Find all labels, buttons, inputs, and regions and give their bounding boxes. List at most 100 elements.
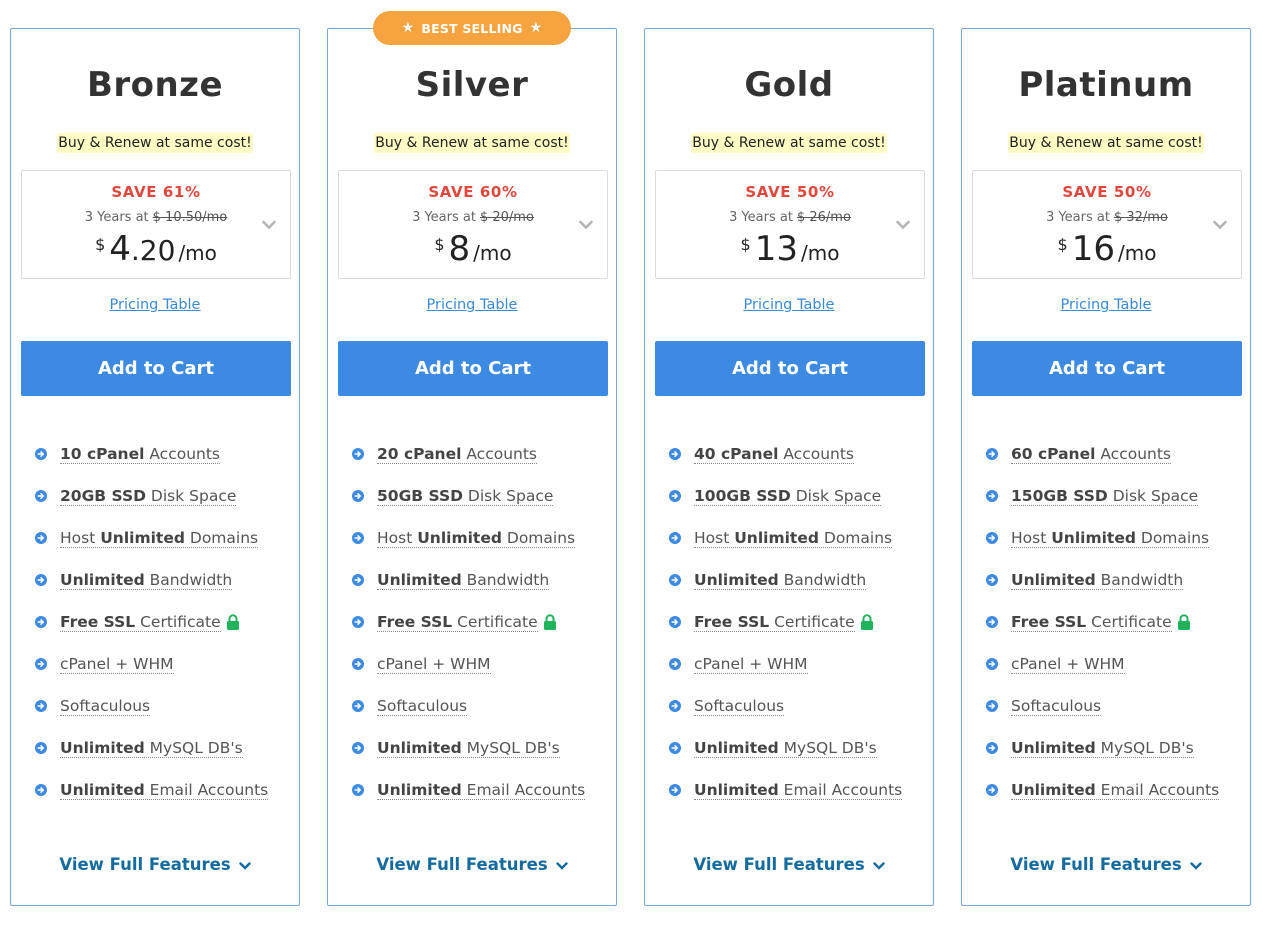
feature-text[interactable]: Unlimited Email Accounts <box>694 781 903 800</box>
feature-text[interactable]: 10 cPanel Accounts <box>60 444 221 464</box>
view-full-features-link[interactable]: View Full Features <box>962 855 1250 874</box>
add-to-cart-button[interactable]: Add to Cart <box>655 341 925 396</box>
feature-text[interactable]: 20 cPanel Accounts <box>377 445 538 464</box>
feature-text[interactable]: Unlimited Bandwidth <box>60 570 233 590</box>
feature-post: Bandwidth <box>144 570 233 589</box>
old-price: $ 20/mo <box>479 210 534 225</box>
feature-text[interactable]: Unlimited MySQL DB's <box>60 739 243 758</box>
feature-text[interactable]: Host Unlimited Domains <box>377 529 576 548</box>
chevron-down-icon[interactable] <box>579 215 599 231</box>
feature-text[interactable]: Unlimited Email Accounts <box>60 781 269 800</box>
feature-list: 60 cPanel Accounts 150GB SSD Disk Space Ho… <box>962 433 1250 811</box>
feature-text[interactable]: Free SSL Certificate <box>60 613 221 632</box>
feature-post: Disk Space <box>146 486 237 505</box>
feature-text[interactable]: Softaculous <box>60 697 151 716</box>
arrow-right-circle-icon <box>669 532 681 544</box>
feature-text[interactable]: Unlimited Email Accounts <box>377 781 586 800</box>
feature-text[interactable]: Unlimited Bandwidth <box>377 570 550 590</box>
term-label: 3 Years at <box>412 210 476 225</box>
view-full-label: View Full Features <box>1010 855 1182 874</box>
view-full-features-link[interactable]: View Full Features <box>328 855 616 874</box>
feature-text[interactable]: Softaculous <box>694 697 785 716</box>
arrow-right-circle-icon <box>352 490 364 502</box>
currency-symbol: $ <box>434 235 445 254</box>
feature-pre: cPanel + WHM <box>1011 654 1125 673</box>
feature-pre: cPanel + WHM <box>60 654 174 673</box>
feature-item: Softaculous <box>328 685 616 727</box>
chevron-down-icon <box>1189 855 1202 874</box>
feature-text[interactable]: Unlimited MySQL DB's <box>377 739 560 758</box>
feature-bold: Unlimited <box>1011 738 1096 757</box>
pricing-table-link[interactable]: Pricing Table <box>1060 297 1152 313</box>
feature-bold: 20GB SSD <box>60 486 146 505</box>
feature-text[interactable]: 100GB SSD Disk Space <box>694 487 882 506</box>
feature-bold: 10 cPanel <box>60 444 145 463</box>
price-cents: .20 <box>130 234 176 267</box>
chevron-down-icon[interactable] <box>896 215 916 231</box>
feature-bold: Unlimited <box>1011 780 1096 799</box>
feature-item: 150GB SSD Disk Space <box>962 475 1250 517</box>
feature-bold: Free SSL <box>1011 612 1087 631</box>
price-box[interactable]: SAVE 50% 3 Years at $ 26/mo $13/mo <box>655 170 925 279</box>
add-to-cart-button[interactable]: Add to Cart <box>21 341 291 396</box>
feature-item: Free SSL Certificate <box>328 601 616 643</box>
feature-text[interactable]: Unlimited MySQL DB's <box>694 739 877 758</box>
feature-text[interactable]: Host Unlimited Domains <box>1011 529 1210 548</box>
feature-bold: Unlimited <box>60 738 145 757</box>
price-box[interactable]: SAVE 50% 3 Years at $ 32/mo $16/mo <box>972 170 1242 279</box>
add-to-cart-button[interactable]: Add to Cart <box>972 341 1242 396</box>
feature-bold: 50GB SSD <box>377 486 463 505</box>
price-box[interactable]: SAVE 61% 3 Years at $ 10.50/mo $4.20/mo <box>21 170 291 279</box>
feature-text[interactable]: 40 cPanel Accounts <box>694 444 855 464</box>
currency-symbol: $ <box>95 235 106 254</box>
feature-text[interactable]: 20GB SSD Disk Space <box>60 486 237 506</box>
add-to-cart-button[interactable]: Add to Cart <box>338 341 608 396</box>
chevron-down-icon[interactable] <box>262 215 282 231</box>
term-label: 3 Years at <box>729 210 793 225</box>
arrow-right-circle-icon <box>35 784 47 796</box>
feature-item: Softaculous <box>962 685 1250 727</box>
feature-text[interactable]: 60 cPanel Accounts <box>1011 445 1172 464</box>
feature-text[interactable]: cPanel + WHM <box>377 655 491 674</box>
feature-post: MySQL DB's <box>778 738 877 757</box>
feature-text[interactable]: 50GB SSD Disk Space <box>377 486 554 506</box>
feature-pre: Softaculous <box>377 696 468 715</box>
feature-text[interactable]: Host Unlimited Domains <box>60 529 259 548</box>
feature-text[interactable]: Unlimited Bandwidth <box>694 571 867 590</box>
save-percent: SAVE 50% <box>745 183 835 201</box>
feature-bold: Unlimited <box>377 570 462 589</box>
arrow-right-circle-icon <box>352 616 364 628</box>
current-price: $8/mo <box>339 229 607 269</box>
feature-text[interactable]: Unlimited MySQL DB's <box>1011 739 1194 758</box>
feature-item: Free SSL Certificate <box>962 601 1250 643</box>
pricing-table-link[interactable]: Pricing Table <box>109 297 201 313</box>
plan-tagline: Buy & Renew at same cost! <box>645 132 933 153</box>
feature-item: Free SSL Certificate <box>11 601 299 643</box>
feature-post: Bandwidth <box>1095 570 1184 589</box>
feature-text[interactable]: Free SSL Certificate <box>694 613 855 632</box>
feature-text[interactable]: Free SSL Certificate <box>1011 613 1172 632</box>
arrow-right-circle-icon <box>35 490 47 502</box>
feature-text[interactable]: Unlimited Bandwidth <box>1011 570 1184 590</box>
feature-post: Accounts <box>778 444 855 463</box>
feature-text[interactable]: Softaculous <box>377 696 468 716</box>
feature-text[interactable]: Softaculous <box>1011 697 1102 716</box>
pricing-table-link[interactable]: Pricing Table <box>426 297 518 313</box>
feature-text[interactable]: Unlimited Email Accounts <box>1011 780 1220 800</box>
feature-text[interactable]: 150GB SSD Disk Space <box>1011 487 1199 506</box>
feature-text[interactable]: cPanel + WHM <box>1011 655 1125 674</box>
pricing-table-link[interactable]: Pricing Table <box>743 297 835 313</box>
feature-text[interactable]: cPanel + WHM <box>60 655 174 674</box>
star-icon: ★ <box>401 20 415 36</box>
chevron-down-icon[interactable] <box>1213 215 1233 231</box>
feature-text[interactable]: cPanel + WHM <box>694 655 808 674</box>
view-full-features-link[interactable]: View Full Features <box>11 855 299 874</box>
feature-text[interactable]: Host Unlimited Domains <box>694 529 893 548</box>
view-full-features-link[interactable]: View Full Features <box>645 855 933 874</box>
arrow-right-circle-icon <box>669 784 681 796</box>
feature-text[interactable]: Free SSL Certificate <box>377 613 538 632</box>
price-amount: 8 <box>448 229 471 269</box>
price-amount: 16 <box>1071 229 1115 269</box>
tagline-text: Buy & Renew at same cost! <box>691 133 887 153</box>
price-box[interactable]: SAVE 60% 3 Years at $ 20/mo $8/mo <box>338 170 608 279</box>
